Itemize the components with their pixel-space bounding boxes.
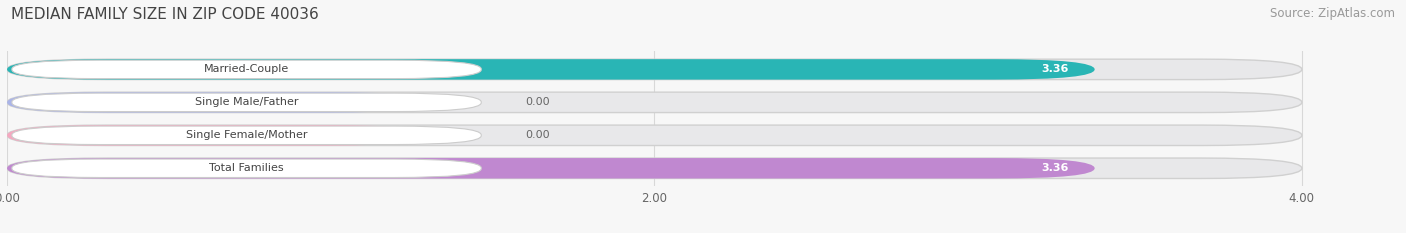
Text: Married-Couple: Married-Couple bbox=[204, 64, 290, 74]
Text: 3.36: 3.36 bbox=[1042, 163, 1069, 173]
Text: MEDIAN FAMILY SIZE IN ZIP CODE 40036: MEDIAN FAMILY SIZE IN ZIP CODE 40036 bbox=[11, 7, 319, 22]
FancyBboxPatch shape bbox=[7, 92, 429, 113]
FancyBboxPatch shape bbox=[7, 59, 1095, 80]
Text: 0.00: 0.00 bbox=[524, 130, 550, 140]
FancyBboxPatch shape bbox=[7, 125, 1302, 146]
Text: Source: ZipAtlas.com: Source: ZipAtlas.com bbox=[1270, 7, 1395, 20]
FancyBboxPatch shape bbox=[7, 158, 1095, 178]
Text: Single Male/Father: Single Male/Father bbox=[195, 97, 298, 107]
Text: Single Female/Mother: Single Female/Mother bbox=[186, 130, 308, 140]
Text: Total Families: Total Families bbox=[209, 163, 284, 173]
FancyBboxPatch shape bbox=[11, 93, 481, 112]
FancyBboxPatch shape bbox=[11, 60, 481, 79]
FancyBboxPatch shape bbox=[7, 59, 1302, 80]
Text: 3.36: 3.36 bbox=[1042, 64, 1069, 74]
FancyBboxPatch shape bbox=[7, 92, 1302, 113]
FancyBboxPatch shape bbox=[11, 159, 481, 178]
FancyBboxPatch shape bbox=[7, 158, 1302, 178]
Text: 0.00: 0.00 bbox=[524, 97, 550, 107]
FancyBboxPatch shape bbox=[7, 125, 429, 146]
FancyBboxPatch shape bbox=[11, 126, 481, 144]
